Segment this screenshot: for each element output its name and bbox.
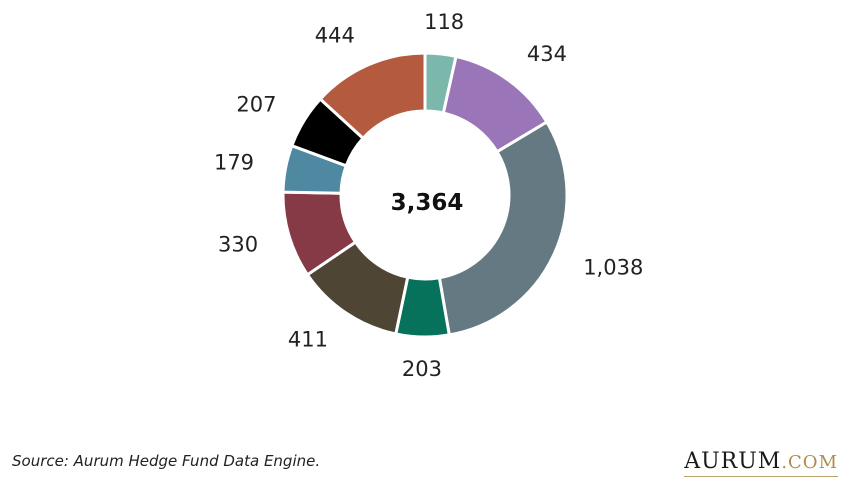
slice-label-4: 411	[288, 327, 328, 351]
slice-label-8: 444	[315, 24, 355, 48]
slice-label-6: 179	[214, 151, 254, 175]
slice-label-5: 330	[218, 232, 258, 256]
donut-slice-8	[318, 51, 427, 141]
slice-label-1: 434	[527, 42, 567, 66]
slice-labels: 118 434 1,038 203 411 330 179 207 444	[214, 10, 643, 381]
logo-suffix-text: .COM	[781, 452, 838, 473]
slice-label-3: 203	[402, 357, 442, 381]
donut-slices	[281, 51, 569, 339]
slice-label-0: 118	[424, 10, 464, 34]
donut-slice-2	[437, 119, 569, 337]
logo-main-text: AURUM	[684, 449, 782, 474]
source-note: Source: Aurum Hedge Fund Data Engine.	[12, 452, 321, 470]
slice-label-7: 207	[236, 92, 276, 116]
center-total-label: 3,364	[391, 190, 464, 216]
donut-chart: 118 434 1,038 203 411 330 179 207 444 3,364	[214, 10, 643, 381]
aurum-logo: AURUM.COM	[684, 450, 838, 477]
slice-label-2: 1,038	[583, 255, 643, 279]
